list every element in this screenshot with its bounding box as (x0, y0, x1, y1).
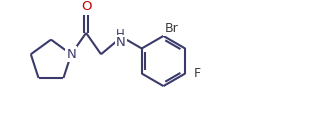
Text: O: O (81, 0, 91, 13)
Text: N: N (66, 48, 76, 61)
Text: F: F (194, 67, 201, 80)
Text: H: H (116, 28, 125, 41)
Text: Br: Br (164, 22, 178, 35)
Text: N: N (116, 36, 126, 49)
